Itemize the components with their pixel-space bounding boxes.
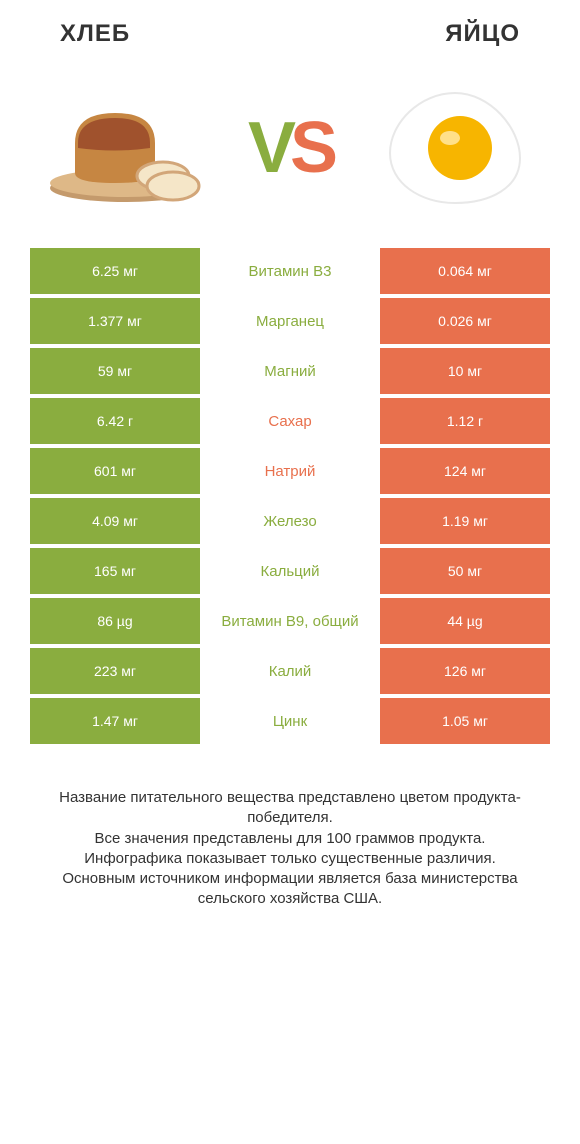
table-row: 165 мгКальций50 мг: [30, 548, 550, 594]
nutrient-label: Цинк: [200, 698, 380, 744]
egg-image: [370, 78, 540, 218]
nutrient-label: Железо: [200, 498, 380, 544]
right-value: 44 µg: [380, 598, 550, 644]
vs-s: S: [290, 107, 332, 189]
footer-line-3: Инфографика показывает только существенн…: [30, 849, 550, 869]
right-value: 1.19 мг: [380, 498, 550, 544]
right-value: 0.064 мг: [380, 248, 550, 294]
nutrient-label: Кальций: [200, 548, 380, 594]
vs-label: VS: [248, 107, 332, 189]
left-value: 165 мг: [30, 548, 200, 594]
left-value: 6.42 г: [30, 398, 200, 444]
nutrient-label: Марганец: [200, 298, 380, 344]
nutrient-label: Магний: [200, 348, 380, 394]
table-row: 223 мгКалий126 мг: [30, 648, 550, 694]
right-title: ЯЙЦО: [445, 20, 520, 48]
right-value: 10 мг: [380, 348, 550, 394]
table-row: 601 мгНатрий124 мг: [30, 448, 550, 494]
right-value: 1.12 г: [380, 398, 550, 444]
footer-note: Название питательного вещества представл…: [0, 748, 580, 910]
footer-line-4: Основным источником информации является …: [30, 869, 550, 910]
nutrient-label: Калий: [200, 648, 380, 694]
table-row: 6.25 мгВитамин B30.064 мг: [30, 248, 550, 294]
bread-image: [40, 78, 210, 218]
nutrient-label: Натрий: [200, 448, 380, 494]
right-value: 0.026 мг: [380, 298, 550, 344]
nutrient-label: Витамин B9, общий: [200, 598, 380, 644]
right-value: 124 мг: [380, 448, 550, 494]
left-value: 1.47 мг: [30, 698, 200, 744]
table-row: 1.47 мгЦинк1.05 мг: [30, 698, 550, 744]
left-value: 86 µg: [30, 598, 200, 644]
nutrient-label: Сахар: [200, 398, 380, 444]
right-value: 126 мг: [380, 648, 550, 694]
nutrient-label: Витамин B3: [200, 248, 380, 294]
left-value: 6.25 мг: [30, 248, 200, 294]
right-value: 50 мг: [380, 548, 550, 594]
left-value: 1.377 мг: [30, 298, 200, 344]
comparison-table: 6.25 мгВитамин B30.064 мг1.377 мгМаргане…: [0, 248, 580, 744]
footer-line-2: Все значения представлены для 100 граммо…: [30, 829, 550, 849]
left-value: 59 мг: [30, 348, 200, 394]
table-row: 6.42 гСахар1.12 г: [30, 398, 550, 444]
table-row: 86 µgВитамин B9, общий44 µg: [30, 598, 550, 644]
footer-line-1: Название питательного вещества представл…: [30, 788, 550, 829]
right-value: 1.05 мг: [380, 698, 550, 744]
left-value: 223 мг: [30, 648, 200, 694]
left-value: 601 мг: [30, 448, 200, 494]
left-title: ХЛЕБ: [60, 20, 130, 48]
vs-v: V: [248, 107, 290, 189]
table-row: 59 мгМагний10 мг: [30, 348, 550, 394]
left-value: 4.09 мг: [30, 498, 200, 544]
table-row: 4.09 мгЖелезо1.19 мг: [30, 498, 550, 544]
table-row: 1.377 мгМарганец0.026 мг: [30, 298, 550, 344]
